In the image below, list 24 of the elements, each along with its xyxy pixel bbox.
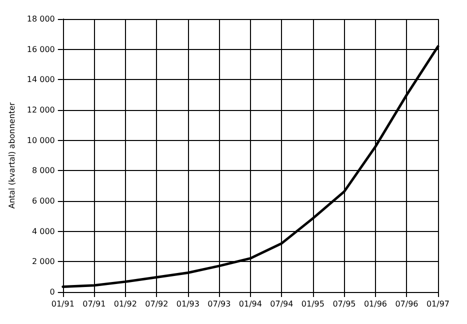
x-tick-label: 01/97 bbox=[426, 300, 450, 308]
x-tick-label: 07/96 bbox=[395, 300, 418, 308]
y-tick-label: 8 000 bbox=[32, 166, 55, 176]
x-tick-label: 01/92 bbox=[114, 300, 137, 308]
y-tick-label: 4 000 bbox=[32, 226, 55, 236]
x-tick-label: 01/94 bbox=[238, 300, 262, 308]
y-tick-label: 10 000 bbox=[26, 136, 55, 145]
x-tick-label: 01/96 bbox=[364, 300, 388, 308]
y-tick-label: 6 000 bbox=[32, 196, 55, 206]
y-tick-label: 18 000 bbox=[26, 14, 55, 24]
x-tick-label: 07/94 bbox=[270, 300, 294, 308]
y-tick-label: 0 bbox=[50, 288, 55, 296]
x-tick-label: 07/93 bbox=[208, 300, 231, 308]
x-tick-label: 07/91 bbox=[82, 300, 106, 308]
y-tick-label: 16 000 bbox=[26, 44, 55, 54]
y-axis-title: Antal (kvartal) abonnenter bbox=[8, 102, 16, 209]
x-tick-label: 01/91 bbox=[51, 300, 74, 308]
x-tick-label: 01/95 bbox=[301, 300, 324, 308]
x-tick-label: 01/93 bbox=[176, 300, 200, 308]
x-tick-label: 07/92 bbox=[145, 300, 168, 308]
y-tick-label: 2 000 bbox=[32, 257, 55, 266]
x-tick-label: 07/95 bbox=[332, 300, 356, 308]
y-tick-label: 12 000 bbox=[26, 106, 55, 114]
y-tick-label: 14 000 bbox=[26, 75, 55, 84]
